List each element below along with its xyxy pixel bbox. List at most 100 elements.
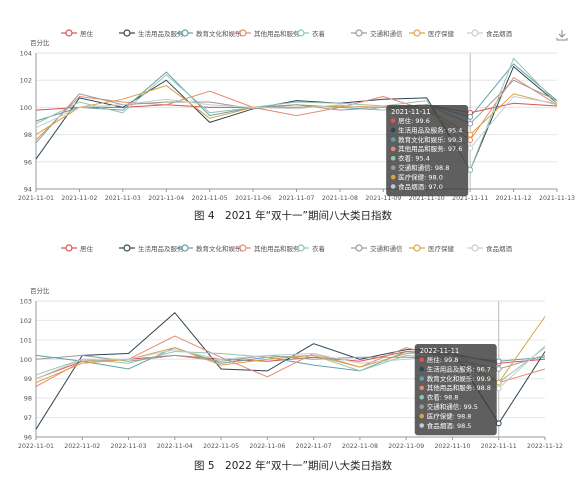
- x-tick-label: 2022-11-04: [157, 443, 193, 450]
- legend-label: 其他用品和服务: [254, 29, 300, 38]
- hover-point: [467, 167, 474, 173]
- x-tick-label: 2021-11-11: [452, 195, 488, 202]
- tooltip-marker: [390, 165, 396, 170]
- legend-label: 医疗保健: [428, 29, 455, 38]
- x-tick-label: 2021-11-09: [365, 195, 401, 202]
- x-tick-label: 2022-11-08: [342, 443, 378, 450]
- x-tick-label: 2021-11-05: [192, 195, 228, 202]
- legend-swatch-marker: [355, 29, 363, 37]
- legend-swatch-marker: [413, 244, 421, 252]
- tooltip-title: 2021-11-11: [391, 108, 431, 116]
- x-tick-label: 2021-11-06: [235, 195, 271, 202]
- legend-swatch-marker: [471, 244, 479, 252]
- legend-swatch-marker: [65, 244, 73, 252]
- tooltip-marker: [390, 156, 396, 161]
- y-tick-label: 102: [20, 317, 32, 325]
- legend-swatch-marker: [239, 29, 247, 37]
- legend-swatch-marker: [413, 29, 421, 37]
- x-tick-label: 2022-11-02: [64, 443, 100, 450]
- series-line: [35, 65, 558, 172]
- x-tick-label: 2021-11-07: [279, 195, 315, 202]
- x-tick-label: 2021-11-03: [105, 195, 141, 202]
- legend-swatch-marker: [181, 29, 189, 37]
- legend-label: 教育文化和娱乐: [196, 244, 242, 253]
- hover-point: [467, 131, 474, 138]
- legend-swatch-marker: [297, 29, 305, 37]
- chart-caption: 图 5 2022 年“双十一”期间八大类日指数: [194, 460, 392, 472]
- series-line: [35, 79, 558, 144]
- y-tick-label: 94: [24, 186, 32, 194]
- x-tick-label: 2021-11-13: [539, 195, 575, 202]
- y-tick-label: 100: [20, 104, 32, 112]
- hover-point: [467, 145, 474, 152]
- tooltip-row: 衣着: 98.8: [427, 393, 459, 402]
- y-tick-label: 97: [24, 414, 32, 422]
- y-tick-label: 98: [24, 395, 32, 403]
- tooltip-marker: [390, 118, 396, 123]
- series-line: [35, 57, 558, 172]
- legend-label: 医疗保健: [428, 244, 455, 253]
- legend-label: 食品烟酒: [486, 244, 513, 253]
- legend-label: 居住: [80, 244, 94, 253]
- legend-label: 生活用品及服务: [138, 244, 184, 253]
- y-tick-label: 96: [24, 434, 32, 442]
- legend-swatch-marker: [181, 244, 189, 252]
- tooltip-marker: [419, 404, 425, 409]
- y-axis-unit: 百分比: [30, 38, 50, 47]
- hover-point: [467, 114, 474, 120]
- tooltip-row: 居住: 99.6: [398, 116, 430, 125]
- hover-point: [495, 366, 502, 372]
- y-axis-unit: 百分比: [30, 286, 50, 295]
- tooltip-box: [386, 105, 469, 197]
- tooltip-marker: [419, 413, 425, 419]
- tooltip-row: 衣着: 95.4: [398, 154, 430, 163]
- x-tick-label: 2021-11-10: [409, 195, 445, 202]
- y-tick-label: 98: [24, 131, 32, 139]
- legend-swatch-marker: [123, 29, 131, 37]
- tooltip-marker: [419, 357, 425, 362]
- tooltip-marker: [419, 395, 425, 400]
- hover-point: [495, 358, 502, 365]
- hover-point: [467, 137, 474, 143]
- tooltip-row: 其他用品和服务: 98.8: [427, 383, 491, 392]
- legend-label: 衣着: [312, 29, 326, 38]
- series-line: [35, 63, 558, 122]
- legend-swatch-marker: [355, 244, 363, 252]
- x-tick-label: 2022-11-10: [434, 443, 470, 450]
- legend-label: 交通和通信: [370, 244, 403, 253]
- legend-label: 食品烟酒: [486, 29, 513, 38]
- x-tick-label: 2022-11-09: [388, 443, 424, 450]
- tooltip-row: 教育文化和娱乐: 99.9: [427, 374, 491, 383]
- tooltip-marker: [390, 137, 396, 142]
- x-tick-label: 2022-11-01: [18, 443, 54, 450]
- hover-point: [495, 385, 502, 392]
- tooltip-row: 其他用品和服务: 97.6: [398, 144, 462, 153]
- tooltip-row: 医疗保健: 98.8: [427, 411, 472, 420]
- legend-label: 衣着: [312, 244, 326, 253]
- y-tick-label: 100: [20, 356, 32, 364]
- y-tick-label: 101: [20, 336, 32, 344]
- legend-swatch-marker: [239, 244, 247, 252]
- y-tick-label: 96: [24, 158, 32, 166]
- tooltip-row: 生活用品及服务: 96.7: [427, 364, 491, 373]
- tooltip-marker: [390, 127, 396, 133]
- legend-swatch-marker: [471, 29, 479, 37]
- tooltip-marker: [390, 146, 396, 152]
- x-tick-label: 2021-11-02: [61, 195, 97, 202]
- tooltip-row: 交通和通信: 98.8: [398, 163, 449, 172]
- legend-swatch-marker: [65, 29, 73, 37]
- x-tick-label: 2022-11-05: [203, 443, 239, 450]
- tooltip-row: 医疗保健: 98.0: [398, 172, 443, 181]
- x-tick-label: 2021-11-04: [148, 195, 184, 202]
- download-icon[interactable]: [556, 26, 568, 41]
- x-tick-label: 2021-11-01: [18, 195, 54, 202]
- hover-point: [467, 120, 474, 127]
- tooltip-row: 教育文化和娱乐: 99.3: [398, 135, 462, 144]
- tooltip-title: 2022-11-11: [420, 347, 460, 355]
- x-tick-label: 2022-11-06: [249, 443, 285, 450]
- x-tick-label: 2022-11-03: [111, 443, 147, 450]
- x-tick-label: 2022-11-07: [296, 443, 332, 450]
- y-tick-label: 104: [20, 50, 32, 58]
- y-tick-label: 103: [20, 298, 32, 306]
- tooltip-marker: [419, 385, 425, 391]
